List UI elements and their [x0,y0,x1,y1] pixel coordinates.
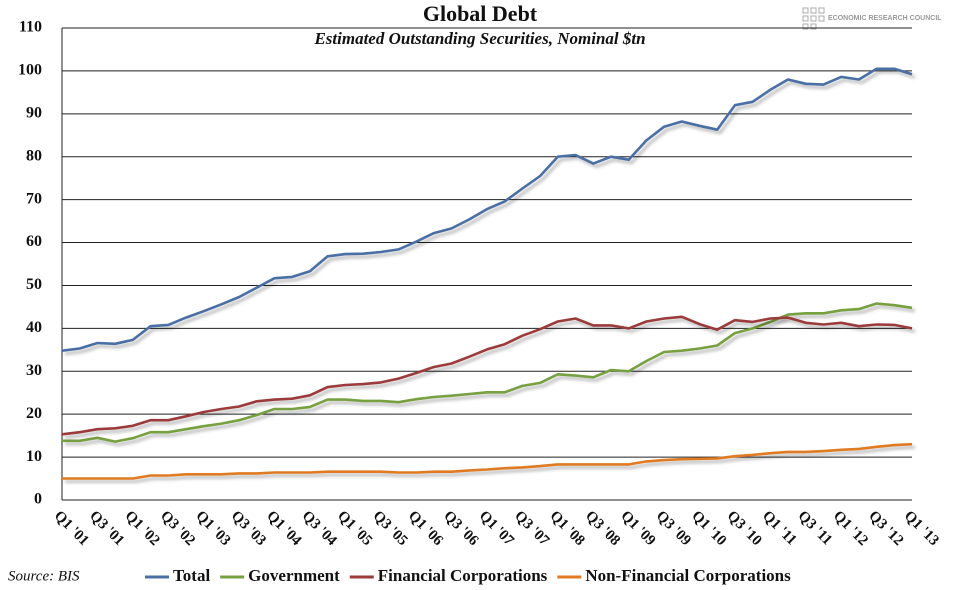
y-tick-label: 80 [26,147,42,164]
y-tick-label: 110 [19,19,42,36]
x-tick-label: Q3 '10 [724,508,765,549]
logo-square [810,15,817,22]
series-line [62,442,913,480]
x-tick-label: Q1 '05 [334,508,375,549]
x-tick-label: Q3 '11 [794,508,834,548]
x-tick-label: Q1 '07 [476,508,517,549]
x-tick-label: Q1 '09 [617,508,658,549]
chart-title: Global Debt [423,1,538,26]
logo: ECONOMIC RESEARCH COUNCIL [802,7,942,30]
y-tick-label: 20 [26,405,42,422]
logo-text: ECONOMIC RESEARCH COUNCIL [828,15,942,22]
x-tick-label: Q1 '04 [263,508,304,549]
x-tick-label: Q1 '03 [192,508,233,549]
legend-label: Non-Financial Corporations [585,566,791,585]
x-tick-label: Q3 '04 [299,508,340,549]
y-tick-label: 40 [26,319,42,336]
x-tick-label: Q1 '10 [688,508,729,549]
y-tick-label: 10 [26,448,42,465]
series-line [62,302,913,443]
y-tick-label: 60 [26,233,42,250]
x-tick-label: Q3 '12 [865,508,906,549]
x-tick-label: Q3 '01 [86,508,127,549]
y-tick-label: 0 [34,491,42,508]
x-tick-label: Q1 '08 [547,508,588,549]
x-tick-label: Q1 '11 [759,508,799,548]
source: Source: BIS [8,568,80,584]
logo-square [810,7,817,14]
legend-label: Government [248,566,340,585]
x-tick-label: Q3 '05 [369,508,410,549]
x-tick-label: Q3 '08 [582,508,623,549]
legend-label: Financial Corporations [378,566,548,585]
logo-square [802,7,809,14]
x-tick-label: Q1 '06 [405,508,446,549]
y-tick-label: 70 [26,190,42,207]
y-tick-label: 30 [26,362,42,379]
x-tick-label: Q3 '03 [228,508,269,549]
x-tick-label: Q3 '06 [440,508,481,549]
series-line [61,67,913,352]
logo-square [818,7,825,14]
x-tick-label: Q1 '01 [51,508,92,549]
logo-square [802,23,809,30]
logo-square [810,23,817,30]
x-tick-label: Q3 '02 [157,508,198,549]
x-tick-label: Q1 '12 [830,508,871,549]
legend-label: Total [173,566,210,585]
x-tick-label: Q1 '02 [122,508,163,549]
x-tick-label: Q1 '13 [901,508,942,549]
logo-square [802,15,809,22]
x-tick-label: Q3 '07 [511,508,552,549]
y-tick-label: 100 [18,62,42,79]
chart-subtitle: Estimated Outstanding Securities, Nomina… [313,29,645,48]
logo-square [818,15,825,22]
x-tick-label: Q3 '09 [653,508,694,549]
series-line [61,315,913,436]
y-tick-label: 90 [26,104,42,121]
y-tick-label: 50 [26,276,42,293]
